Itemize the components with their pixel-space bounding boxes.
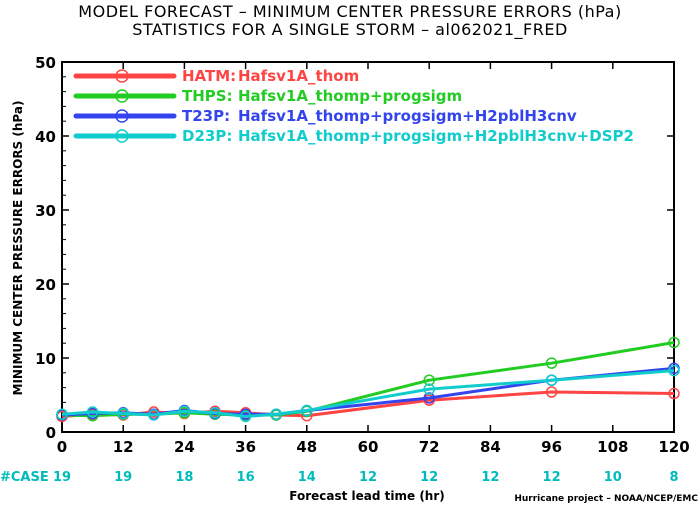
x-tick-label: 120 xyxy=(658,438,689,456)
series-point-3 xyxy=(209,407,221,419)
case-count: 12 xyxy=(420,470,438,485)
legend-marker-0 xyxy=(115,69,129,83)
case-count: 16 xyxy=(237,470,255,485)
case-count: 18 xyxy=(175,470,193,485)
series-point-3 xyxy=(668,364,680,377)
case-count: 12 xyxy=(481,470,499,485)
legend-marker-1 xyxy=(115,89,129,103)
x-tick-label: 0 xyxy=(57,438,67,456)
series-point-3 xyxy=(178,405,191,418)
y-tick-label: 30 xyxy=(35,202,56,220)
x-tick-label: 108 xyxy=(597,438,628,456)
y-axis-label: MINIMUM CENTER PRESSURE ERRORS (hPa) xyxy=(11,101,25,396)
series-point-3 xyxy=(86,406,99,418)
series-point-3 xyxy=(239,410,252,423)
x-tick-label: 72 xyxy=(419,438,440,456)
x-axis-label: Forecast lead time (hr) xyxy=(289,489,445,503)
y-tick-label: 50 xyxy=(35,54,56,72)
series-point-3 xyxy=(148,409,160,421)
legend-name-3: D23P: xyxy=(182,127,232,145)
series-point-3 xyxy=(56,408,68,420)
legend-desc-0: Hafsv1A_thom xyxy=(238,67,359,85)
case-count: 8 xyxy=(669,470,678,485)
series-point-3 xyxy=(545,374,558,386)
case-count: 19 xyxy=(114,470,132,485)
case-count: 12 xyxy=(359,470,377,485)
chart-title-line2: STATISTICS FOR A SINGLE STORM – al062021… xyxy=(132,20,568,40)
series-point-3 xyxy=(301,404,313,417)
x-tick-label: 60 xyxy=(358,438,379,456)
x-tick-label: 36 xyxy=(235,438,256,456)
series-point-3 xyxy=(117,407,129,420)
series-point-1 xyxy=(668,336,680,349)
y-tick-label: 10 xyxy=(35,350,56,368)
series-point-0 xyxy=(668,387,680,400)
case-label: #CASE xyxy=(0,470,49,485)
x-tick-label: 84 xyxy=(480,438,501,456)
x-tick-label: 96 xyxy=(541,438,562,456)
legend-name-1: THPS: xyxy=(182,87,233,105)
case-count: 14 xyxy=(298,470,316,485)
series-point-2 xyxy=(423,392,435,404)
series-point-3 xyxy=(270,408,282,420)
y-tick-label: 20 xyxy=(35,276,56,294)
y-tick-label: 40 xyxy=(35,128,56,146)
legend-desc-1: Hafsv1A_thomp+progsigm xyxy=(238,87,462,105)
series-point-1 xyxy=(545,357,558,369)
legend-marker-2 xyxy=(115,109,129,123)
legend-desc-2: Hafsv1A_thomp+progsigm+H2pblH3cnv xyxy=(238,107,577,125)
x-tick-label: 48 xyxy=(296,438,317,456)
series-point-1 xyxy=(423,374,435,386)
x-tick-label: 12 xyxy=(113,438,134,456)
case-count: 19 xyxy=(53,470,71,485)
legend-desc-3: Hafsv1A_thomp+progsigm+H2pblH3cnv+DSP2 xyxy=(238,127,634,145)
y-tick-label: 0 xyxy=(46,424,56,442)
series-point-0 xyxy=(545,386,558,398)
case-count: 10 xyxy=(604,470,622,485)
legend-marker-3 xyxy=(115,129,129,143)
legend-name-2: T23P: xyxy=(182,107,230,125)
legend-name-0: HATM: xyxy=(182,67,236,85)
case-count: 12 xyxy=(543,470,561,485)
chart-title-line1: MODEL FORECAST – MINIMUM CENTER PRESSURE… xyxy=(78,2,621,21)
series-point-3 xyxy=(423,383,435,395)
x-tick-label: 24 xyxy=(174,438,195,456)
credit-text: Hurricane project – NOAA/NCEP/EMC xyxy=(514,494,698,504)
